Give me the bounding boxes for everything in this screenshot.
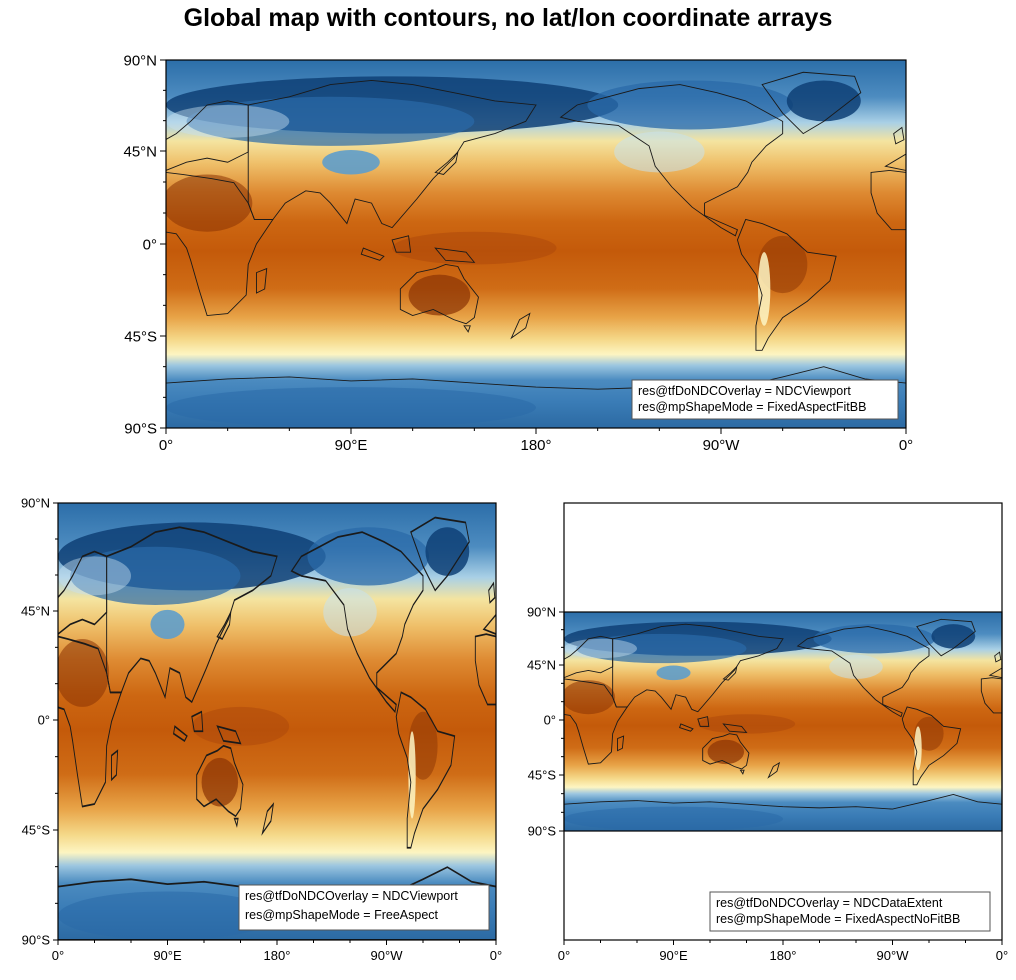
asia-cold-region xyxy=(70,546,241,605)
legend-line: res@tfDoNDCOverlay = NDCViewport xyxy=(245,889,458,903)
andes-cool xyxy=(914,726,922,771)
andes-cool xyxy=(758,252,771,326)
europe-cool xyxy=(564,638,637,659)
lat-label: 45°S xyxy=(22,823,51,838)
lon-label: 90°E xyxy=(335,437,368,454)
lon-label: 0° xyxy=(996,948,1008,963)
andes-cool xyxy=(408,731,416,819)
legend-line: res@tfDoNDCOverlay = NDCViewport xyxy=(638,384,851,398)
tibet-cold-spot xyxy=(150,609,185,639)
sahara-hot xyxy=(58,638,110,707)
rockies-cool xyxy=(323,587,377,637)
canada-cold-region xyxy=(307,527,430,586)
lat-label: 45°S xyxy=(528,768,557,783)
lat-label: 45°N xyxy=(123,143,157,160)
legend-box: res@tfDoNDCOverlay = NDCDataExtent res@mp… xyxy=(709,891,991,932)
antarctica-cold xyxy=(166,387,536,428)
tibet-cold-spot xyxy=(656,665,691,681)
australia-hot xyxy=(707,739,745,765)
legend-line: res@mpShapeMode = FixedAspectNoFitBB xyxy=(716,912,960,926)
lon-label: 0° xyxy=(159,437,173,454)
lon-label: 180° xyxy=(770,948,797,963)
lon-label: 0° xyxy=(558,948,570,963)
lat-label: 45°N xyxy=(21,604,50,619)
lat-label: 90°S xyxy=(22,933,51,948)
tibet-cold-spot xyxy=(322,149,380,175)
lat-label: 90°N xyxy=(527,605,556,620)
greenland-cold-core xyxy=(786,80,861,122)
greenland-cold-core xyxy=(931,624,976,649)
lat-label: 90°N xyxy=(21,496,50,511)
lon-label: 0° xyxy=(52,948,64,963)
contour-field xyxy=(166,60,906,428)
map-panel-bottom-right: 90°N 45°N 0° 45°S 90°S 0° 90°E 180° 90°W 0° res@tf… xyxy=(527,502,1008,963)
legend-line: res@mpShapeMode = FreeAspect xyxy=(245,908,439,922)
map-panel-top: 90°N45°N0°45°S90°S0° 90°E 180° 90°W 0°res@tf… xyxy=(123,52,913,454)
europe-cool xyxy=(166,104,290,138)
lat-label: 0° xyxy=(38,713,50,728)
legend-box: res@tfDoNDCOverlay = NDCViewport res@mpSh… xyxy=(238,884,490,931)
lon-label: 180° xyxy=(264,948,291,963)
greenland-cold-core xyxy=(425,527,470,576)
canada-cold-region xyxy=(813,624,936,654)
warm-pool xyxy=(191,706,290,746)
lat-label: 90°S xyxy=(528,824,557,839)
contour-field xyxy=(564,612,1002,831)
rockies-cool xyxy=(829,654,883,679)
lon-label: 0° xyxy=(490,948,502,963)
legend-box: res@tfDoNDCOverlay = NDCViewport res@mpSh… xyxy=(631,379,899,420)
lon-label: 90°E xyxy=(153,948,182,963)
lat-label: 45°N xyxy=(527,658,556,673)
lon-label: 90°W xyxy=(877,948,910,963)
legend-line: res@tfDoNDCOverlay = NDCDataExtent xyxy=(716,896,943,910)
sahara-hot xyxy=(166,174,253,232)
legend-line: res@mpShapeMode = FixedAspectFitBB xyxy=(638,400,866,414)
lat-label: 0° xyxy=(143,236,157,253)
lon-label: 90°W xyxy=(371,948,404,963)
asia-cold-region xyxy=(186,96,475,146)
page-title: Global map with contours, no lat/lon coo… xyxy=(183,4,833,32)
amazon-hot xyxy=(914,716,944,751)
warm-pool xyxy=(392,231,557,265)
lon-label: 180° xyxy=(520,437,551,454)
amazon-hot xyxy=(758,235,808,294)
rockies-cool xyxy=(614,131,705,173)
asia-cold-region xyxy=(576,633,747,664)
lat-label: 0° xyxy=(544,713,556,728)
australia-hot xyxy=(408,274,471,316)
warm-pool xyxy=(697,714,796,734)
lat-label: 90°N xyxy=(123,52,157,69)
antarctica-cold xyxy=(58,891,277,940)
lon-label: 0° xyxy=(899,437,913,454)
europe-cool xyxy=(58,556,131,596)
antarctica-cold xyxy=(564,806,783,831)
sahara-hot xyxy=(564,680,616,715)
canada-cold-region xyxy=(587,80,793,130)
contour-field xyxy=(58,503,496,940)
lon-label: 90°E xyxy=(659,948,688,963)
australia-hot xyxy=(201,757,239,807)
amazon-hot xyxy=(408,711,438,780)
lat-label: 45°S xyxy=(124,328,157,345)
lat-label: 90°S xyxy=(124,420,157,437)
map-panel-bottom-left: 90°N45°N0°45°S90°S0° 90°E 180° 90°W 0°res@tf… xyxy=(21,496,502,963)
lon-label: 90°W xyxy=(703,437,741,454)
